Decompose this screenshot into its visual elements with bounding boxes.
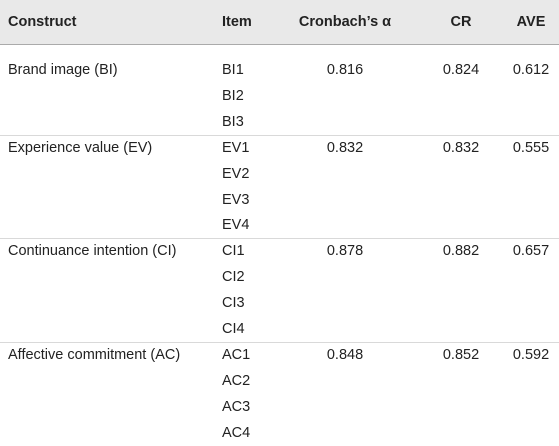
item-cell: CI4: [222, 321, 245, 337]
ave-cell: 0.657: [512, 243, 550, 260]
header-cell: AVE: [516, 14, 546, 30]
cr-cell: 0.852: [442, 346, 480, 363]
alpha-cell: 0.848: [326, 346, 364, 363]
item-cell: CI2: [222, 269, 245, 286]
construct-cell: Brand image (BI): [8, 62, 118, 78]
item-cell: AC2: [222, 372, 251, 389]
construct-cell: Experience value (EV): [8, 139, 153, 156]
item-cell: AC1: [222, 346, 251, 363]
item-cell: EV3: [222, 191, 250, 208]
construct-cell: Continuance intention (CI): [8, 243, 177, 260]
group-separator: [0, 134, 559, 136]
alpha-cell: 0.878: [326, 243, 364, 260]
item-cell: AC4: [222, 424, 251, 441]
item-cell: EV4: [222, 217, 250, 234]
item-cell: CI1: [222, 243, 245, 260]
header-cell: Cronbach’s α: [298, 14, 392, 30]
item-cell: BI3: [222, 113, 244, 130]
cr-cell: 0.882: [442, 243, 480, 260]
item-cell: CI3: [222, 295, 245, 312]
item-cell: EV1: [222, 139, 250, 156]
item-cell: AC3: [222, 398, 251, 415]
item-cell: EV2: [222, 165, 250, 182]
ave-cell: 0.592: [512, 346, 550, 363]
header-row: [0, 0, 559, 45]
group-separator: [0, 341, 559, 343]
ave-cell: 0.555: [512, 139, 550, 156]
construct-cell: Affective commitment (AC): [8, 346, 181, 363]
alpha-cell: 0.832: [326, 139, 364, 156]
item-cell: BI2: [222, 87, 244, 104]
group-separator: [0, 238, 559, 240]
cr-cell: 0.824: [442, 62, 480, 78]
alpha-cell: 0.816: [326, 62, 364, 78]
item-cell: BI1: [222, 62, 244, 78]
header-cell: Construct: [8, 14, 77, 30]
header-cell: Item: [222, 14, 252, 30]
header-cell: CR: [450, 14, 472, 30]
cr-cell: 0.832: [442, 139, 480, 156]
ave-cell: 0.612: [512, 62, 550, 78]
